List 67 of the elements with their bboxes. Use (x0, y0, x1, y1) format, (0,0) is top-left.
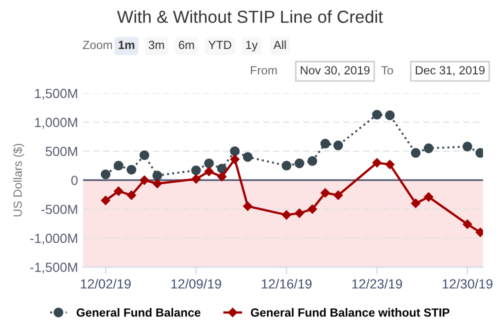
point (282, 160, 292, 171)
y-tick-label: -500M (41, 204, 78, 214)
point (114, 160, 124, 171)
point (191, 174, 201, 184)
point (372, 158, 382, 168)
point (320, 138, 330, 149)
point (334, 190, 343, 200)
point (411, 198, 420, 208)
point (462, 142, 472, 152)
point (230, 146, 240, 156)
point (242, 152, 253, 162)
text: To (381, 66, 394, 74)
point (204, 166, 214, 176)
point (152, 179, 162, 188)
point (294, 208, 304, 218)
x-tick-label: 12/02/19 (80, 278, 131, 289)
text: 1m (118, 40, 134, 50)
x-tick-label: 12/30/19 (442, 278, 492, 289)
point (372, 110, 382, 120)
y-tick-label: 0 (71, 176, 78, 186)
point (152, 170, 162, 180)
point (424, 192, 434, 202)
point (217, 172, 227, 182)
point (243, 202, 252, 211)
text: 3m (148, 40, 164, 50)
text: Dec 31, 2019 (416, 66, 485, 76)
y-tick-label: -1,500M (30, 262, 78, 274)
y-tick-label: 1,500M (35, 88, 78, 100)
x-tick-label: 12/23/19 (352, 278, 402, 289)
point (320, 188, 330, 198)
point (230, 154, 240, 164)
text: 1y (246, 40, 258, 52)
legend-label: General Fund Balance (76, 308, 200, 317)
point (424, 143, 434, 154)
point (140, 150, 150, 160)
y-tick-label: 1,000M (35, 118, 78, 129)
chart-title: With & Without STIP Line of Credit (117, 10, 383, 23)
x-tick-label: 12/09/19 (171, 278, 222, 289)
point (282, 210, 292, 220)
point (385, 110, 395, 120)
point (217, 164, 227, 174)
point (140, 176, 149, 185)
x-tick-label: 12/16/19 (262, 278, 312, 289)
y-axis-title: US Dollars ($) (12, 144, 24, 216)
point (333, 140, 344, 150)
point (307, 156, 318, 166)
legend-label: General Fund Balance without STIP (250, 308, 450, 317)
point (100, 169, 110, 180)
text: 6m (178, 40, 194, 50)
y-tick-label: 500M (46, 146, 78, 156)
text: All (273, 40, 286, 50)
text: YTD (208, 40, 232, 50)
text: From (250, 66, 277, 74)
point (191, 165, 201, 176)
y-tick-label: -1,000M (30, 234, 78, 245)
point (114, 186, 124, 196)
point (294, 158, 304, 168)
text: Zoom (82, 40, 112, 50)
point (308, 204, 317, 214)
point (100, 196, 110, 206)
point (126, 164, 136, 175)
point (462, 220, 472, 229)
point (204, 158, 214, 168)
point (410, 148, 421, 158)
point (126, 190, 136, 200)
text: Nov 30, 2019 (300, 66, 370, 76)
point (385, 160, 394, 170)
